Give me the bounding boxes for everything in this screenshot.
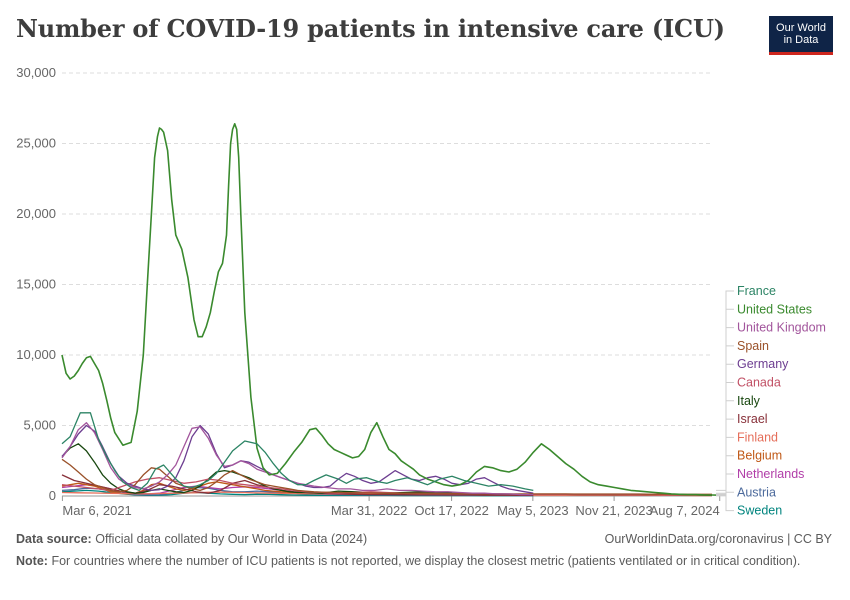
legend-item-united-kingdom[interactable]: United Kingdom	[737, 321, 826, 335]
legend-connector	[716, 327, 734, 496]
legend-connector	[716, 436, 734, 497]
x-tick-label: May 5, 2023	[497, 503, 569, 518]
x-tick-label: Aug 7, 2024	[650, 503, 720, 518]
legend-item-italy[interactable]: Italy	[737, 394, 761, 408]
y-tick-label: 15,000	[16, 277, 56, 292]
source-text[interactable]: Official data collated by Our World in D…	[95, 532, 368, 546]
series-line-canada[interactable]	[61, 477, 712, 496]
legend[interactable]: France United States United Kingdom Spain Ge…	[716, 284, 826, 518]
legend-connector	[716, 400, 734, 496]
legend-item-canada[interactable]: Canada	[737, 376, 781, 390]
legend-connector	[716, 290, 734, 491]
legend-connector	[716, 345, 734, 495]
legend-item-spain[interactable]: Spain	[737, 339, 769, 353]
source-label: Data source:	[16, 532, 92, 546]
legend-connector	[716, 382, 734, 496]
data-source: Data source: Official data collated by O…	[16, 532, 367, 546]
y-axis: 0 5,000 10,000 15,000 20,000 25,000 30,000	[16, 65, 56, 503]
legend-item-israel[interactable]: Israel	[737, 412, 768, 426]
chart-title: Number of COVID-19 patients in intensive…	[16, 14, 725, 43]
legend-item-united-states[interactable]: United States	[737, 302, 812, 316]
x-tick-label: Mar 6, 2021	[62, 503, 131, 518]
series-line-spain[interactable]	[61, 458, 712, 495]
legend-item-finland[interactable]: Finland	[737, 430, 778, 444]
series-line-france[interactable]	[61, 412, 534, 492]
note-label: Note:	[16, 554, 48, 568]
legend-item-sweden[interactable]: Sweden	[737, 504, 782, 518]
logo-line-1: Our World	[776, 22, 826, 34]
series-lines	[61, 123, 720, 497]
y-tick-label: 10,000	[16, 347, 56, 362]
legend-connector	[716, 495, 734, 512]
legend-item-france[interactable]: France	[737, 284, 776, 298]
owid-logo[interactable]: Our World in Data	[769, 16, 833, 55]
legend-item-netherlands[interactable]: Netherlands	[737, 467, 804, 481]
logo-line-2: in Data	[783, 34, 819, 46]
x-tick-label: Mar 31, 2022	[331, 503, 408, 518]
x-tick-label: Oct 17, 2022	[414, 503, 488, 518]
note-text: For countries where the number of ICU pa…	[51, 554, 801, 568]
chart-note: Note: For countries where the number of …	[16, 554, 816, 569]
legend-item-germany[interactable]: Germany	[737, 357, 789, 371]
legend-connector	[716, 418, 734, 496]
line-chart[interactable]: 0 5,000 10,000 15,000 20,000 25,000 30,000 Mar…	[0, 0, 850, 530]
y-tick-label: 5,000	[23, 418, 56, 433]
y-tick-label: 25,000	[16, 136, 56, 151]
series-line-united-states[interactable]	[61, 123, 720, 496]
legend-item-belgium[interactable]: Belgium	[737, 449, 782, 463]
legend-connector	[716, 455, 734, 496]
gridlines	[62, 72, 712, 497]
y-tick-label: 20,000	[16, 206, 56, 221]
y-tick-label: 0	[49, 488, 56, 503]
legend-connector	[716, 308, 734, 496]
legend-item-austria[interactable]: Austria	[737, 485, 776, 499]
source-link[interactable]: OurWorldinData.org/coronavirus | CC BY	[604, 532, 832, 546]
y-tick-label: 30,000	[16, 65, 56, 80]
x-tick-label: Nov 21, 2023	[575, 503, 652, 518]
x-axis: Mar 6, 2021 Mar 31, 2022 Oct 17, 2022 May 5…	[61, 495, 721, 518]
